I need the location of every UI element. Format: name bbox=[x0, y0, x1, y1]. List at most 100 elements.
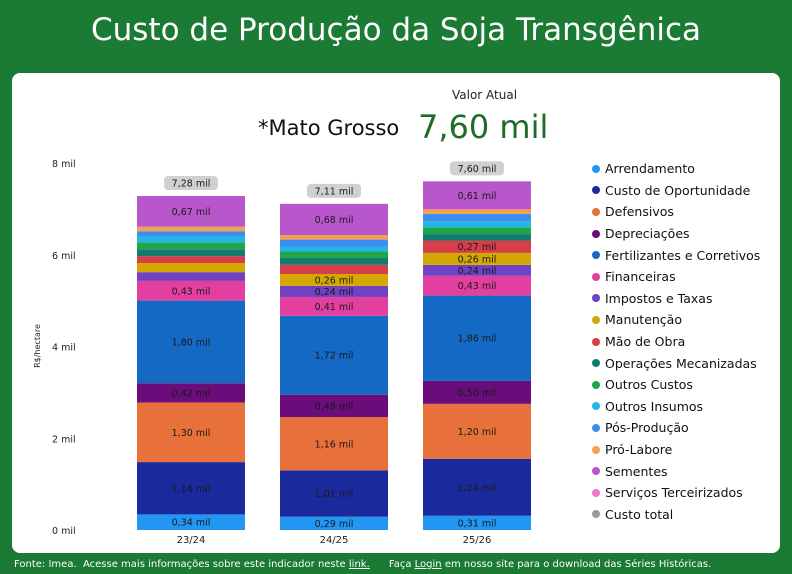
legend-swatch bbox=[592, 445, 600, 454]
bar-segment bbox=[137, 231, 245, 237]
bar-segment bbox=[423, 515, 531, 530]
total-label: 7,11 mil bbox=[315, 186, 354, 197]
legend-item[interactable]: Serviços Terceirizados bbox=[592, 482, 760, 504]
legend-label: Defensivos bbox=[605, 204, 674, 220]
data-label: 0,61 mil bbox=[458, 191, 497, 202]
data-label: 0,26 mil bbox=[315, 275, 354, 286]
legend-swatch bbox=[592, 402, 600, 411]
bar-segment bbox=[280, 235, 388, 240]
x-tick-label: 23/24 bbox=[177, 535, 206, 546]
total-badge bbox=[307, 183, 361, 198]
legend-swatch bbox=[592, 359, 600, 368]
legend-item[interactable]: Operações Mecanizadas bbox=[592, 352, 760, 374]
data-label: 0,67 mil bbox=[172, 207, 211, 218]
page-title: Custo de Produção da Soja Transgênica bbox=[91, 12, 701, 48]
bar-segment bbox=[137, 300, 245, 384]
bar-segment bbox=[280, 296, 388, 316]
legend-item[interactable]: Depreciações bbox=[592, 223, 760, 245]
data-label: 0,41 mil bbox=[315, 302, 354, 313]
legend-item[interactable]: Impostos e Taxas bbox=[592, 288, 760, 310]
x-tick-label: 25/26 bbox=[463, 535, 492, 546]
legend-item[interactable]: Sementes bbox=[592, 460, 760, 482]
legend-label: Fertilizantes e Corretivos bbox=[605, 247, 761, 263]
footer-source: Fonte: Imea. bbox=[14, 559, 77, 570]
legend-item[interactable]: Financeiras bbox=[592, 266, 760, 288]
data-label: 1,86 mil bbox=[458, 334, 497, 345]
footer-login-link[interactable]: Login bbox=[414, 559, 442, 570]
bar-segment bbox=[137, 272, 245, 281]
bar-segment bbox=[137, 249, 245, 257]
legend-item[interactable]: Outros Insumos bbox=[592, 396, 760, 418]
legend-item[interactable]: Arrendamento bbox=[592, 158, 760, 180]
data-label: 1,80 mil bbox=[172, 337, 211, 348]
legend-item[interactable]: Custo total bbox=[592, 504, 760, 526]
legend-item[interactable]: Outros Custos bbox=[592, 374, 760, 396]
y-tick-label: 2 mil bbox=[52, 434, 76, 445]
bar-segment bbox=[280, 274, 388, 286]
legend-item[interactable]: Custo de Oportunidade bbox=[592, 180, 760, 202]
data-label: 0,24 mil bbox=[315, 287, 354, 298]
y-tick-label: 4 mil bbox=[52, 343, 76, 354]
legend-item[interactable]: Pós-Produção bbox=[592, 417, 760, 439]
data-label: 0,34 mil bbox=[172, 518, 211, 529]
data-label: 0,26 mil bbox=[458, 254, 497, 265]
data-label: 0,50 mil bbox=[458, 388, 497, 399]
x-tick-label: 24/25 bbox=[320, 535, 349, 546]
footer-more-info: Acesse mais informações sobre este indic… bbox=[82, 559, 346, 570]
data-label: 0,31 mil bbox=[458, 518, 497, 529]
data-label: 1,30 mil bbox=[172, 428, 211, 439]
legend-swatch bbox=[592, 423, 600, 432]
legend-label: Impostos e Taxas bbox=[605, 290, 713, 306]
legend-label: Financeiras bbox=[605, 269, 676, 285]
data-label: 0,42 mil bbox=[172, 388, 211, 399]
legend-swatch bbox=[592, 207, 600, 216]
bar-segment bbox=[423, 295, 531, 381]
bar-segment bbox=[137, 514, 245, 530]
legend-item[interactable]: Manutenção bbox=[592, 309, 760, 331]
bar-segment bbox=[423, 458, 531, 516]
legend-swatch bbox=[592, 164, 600, 173]
bar-segment bbox=[280, 246, 388, 252]
footer-login-prefix: Faça bbox=[388, 559, 412, 570]
bar-segment bbox=[280, 315, 388, 395]
bar-segment bbox=[137, 280, 245, 301]
data-label: 0,24 mil bbox=[458, 266, 497, 277]
bar-segment bbox=[280, 417, 388, 471]
y-tick-label: 0 mil bbox=[52, 526, 76, 537]
data-label: 0,27 mil bbox=[458, 242, 497, 253]
legend-swatch bbox=[592, 380, 600, 389]
legend-label: Serviços Terceirizados bbox=[605, 485, 743, 501]
bar-segment bbox=[423, 209, 531, 214]
footer-info-link[interactable]: link. bbox=[348, 559, 370, 570]
data-label: 0,29 mil bbox=[315, 519, 354, 530]
legend-item[interactable]: Pró-Labore bbox=[592, 439, 760, 461]
legend-item[interactable]: Fertilizantes e Corretivos bbox=[592, 244, 760, 266]
bar-segment bbox=[423, 221, 531, 228]
bar-segment bbox=[423, 213, 531, 222]
legend-label: Pós-Produção bbox=[605, 420, 689, 436]
legend-swatch bbox=[592, 294, 600, 303]
legend-swatch bbox=[592, 186, 600, 195]
legend-swatch bbox=[592, 272, 600, 281]
legend-label: Sementes bbox=[605, 463, 668, 479]
legend-label: Mão de Obra bbox=[605, 334, 686, 350]
legend-item[interactable]: Defensivos bbox=[592, 201, 760, 223]
chart-legend: Arrendamento Custo de Oportunidade Defensi… bbox=[592, 158, 760, 525]
legend-label: Outros Custos bbox=[605, 377, 693, 393]
data-label: 0,49 mil bbox=[315, 401, 354, 412]
legend-item[interactable]: Mão de Obra bbox=[592, 331, 760, 353]
bar-segment bbox=[137, 226, 245, 232]
bar-segment bbox=[280, 251, 388, 258]
legend-swatch bbox=[592, 229, 600, 238]
data-label: 1,20 mil bbox=[458, 427, 497, 438]
bar-segment bbox=[137, 462, 245, 515]
legend-label: Operações Mecanizadas bbox=[605, 355, 757, 371]
legend-swatch bbox=[592, 510, 600, 519]
legend-swatch bbox=[592, 337, 600, 346]
bar-segment bbox=[423, 234, 531, 241]
bar-segment bbox=[280, 257, 388, 265]
bar-segment bbox=[280, 470, 388, 517]
total-badge bbox=[164, 176, 218, 191]
current-value-label: Valor Atual bbox=[452, 88, 518, 102]
